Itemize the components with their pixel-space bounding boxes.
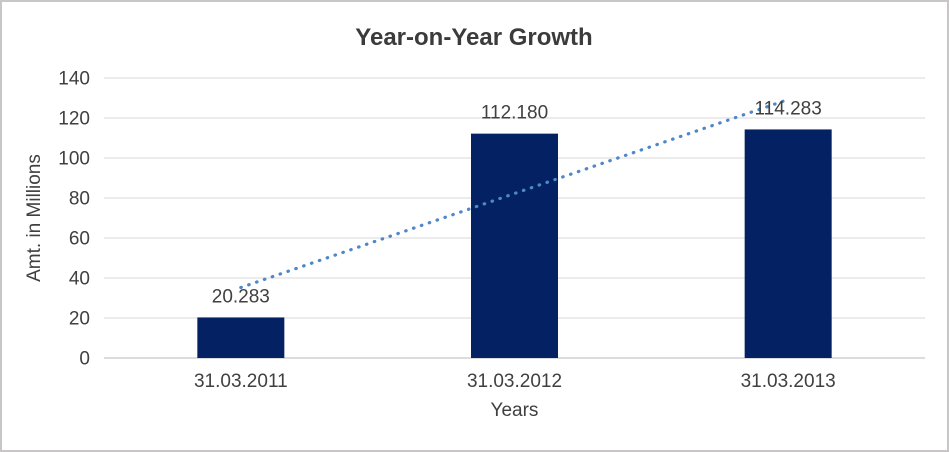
chart-title: Year-on-Year Growth [355,24,592,51]
category-label: 31.03.2011 [194,371,288,392]
x-axis-title: Years [491,400,539,421]
category-label: 31.03.2012 [467,371,562,392]
y-tick-label: 0 [79,348,90,369]
y-tick-label: 80 [69,188,90,209]
y-tick-label: 140 [58,68,90,89]
bar [744,129,832,358]
data-label: 114.283 [755,98,822,119]
y-axis-title: Amt. in Millions [24,154,45,282]
bar [197,317,285,358]
trendline [239,97,790,290]
bar [471,133,558,358]
y-tick-label: 20 [69,308,90,329]
y-tick-label: 40 [69,268,90,289]
data-label: 112.180 [481,103,548,124]
y-tick-label: 60 [69,228,90,249]
category-label: 31.03.2013 [741,371,836,392]
data-label: 20.283 [212,286,270,307]
y-tick-label: 120 [58,108,90,129]
y-tick-label: 100 [58,148,90,169]
